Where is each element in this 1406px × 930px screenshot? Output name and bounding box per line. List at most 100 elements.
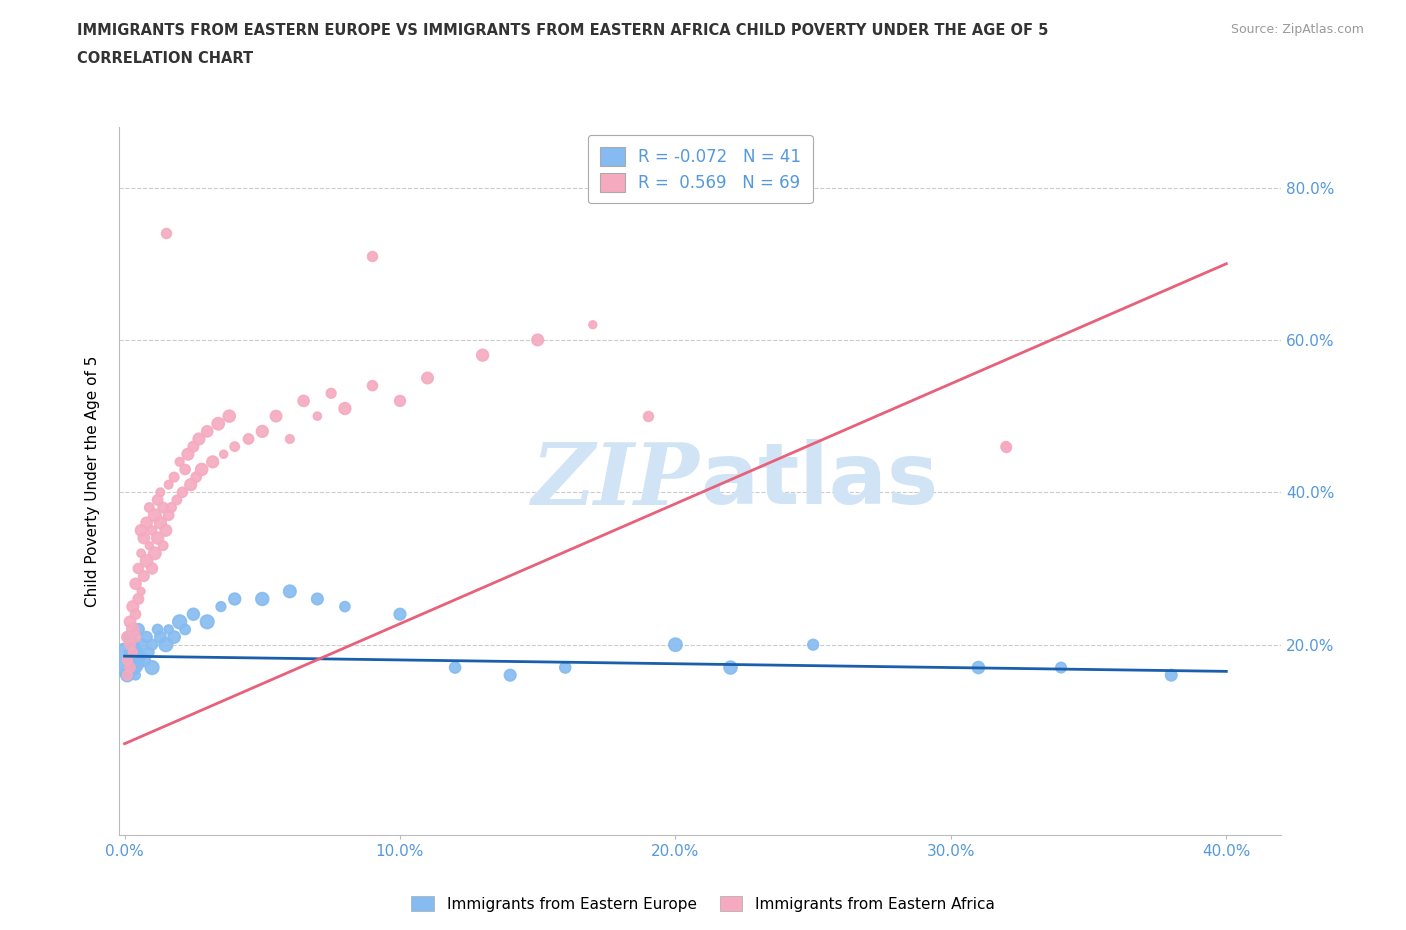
Point [218, 408, 240, 423]
Text: Source: ZipAtlas.com: Source: ZipAtlas.com [1230, 23, 1364, 36]
Text: ZIP: ZIP [533, 439, 700, 523]
Point [138, 538, 160, 553]
Point [169, 455, 191, 470]
Point [166, 493, 188, 508]
Point [720, 660, 742, 675]
Point [209, 599, 232, 614]
Point [292, 393, 315, 408]
Point [146, 493, 169, 508]
Point [141, 561, 163, 576]
Text: IMMIGRANTS FROM EASTERN EUROPE VS IMMIGRANTS FROM EASTERN AFRICA CHILD POVERTY U: IMMIGRANTS FROM EASTERN EUROPE VS IMMIGR… [77, 23, 1049, 38]
Point [252, 424, 274, 439]
Point [141, 637, 163, 652]
Point [117, 653, 139, 668]
Point [224, 439, 246, 454]
Point [138, 500, 160, 515]
Point [637, 408, 659, 423]
Point [121, 622, 143, 637]
Point [180, 477, 202, 492]
Point [183, 606, 205, 621]
Point [333, 401, 356, 416]
Point [801, 637, 824, 652]
Point [121, 637, 143, 652]
Point [120, 644, 142, 659]
Point [664, 637, 686, 652]
Point [124, 668, 146, 683]
Text: CORRELATION CHART: CORRELATION CHART [77, 51, 253, 66]
Point [169, 615, 191, 630]
Point [127, 591, 149, 606]
Point [135, 515, 157, 530]
Point [190, 462, 212, 477]
Point [212, 446, 235, 461]
Point [127, 622, 149, 637]
Point [388, 393, 411, 408]
Legend: R = -0.072   N = 41, R =  0.569   N = 69: R = -0.072 N = 41, R = 0.569 N = 69 [588, 135, 813, 204]
Point [183, 439, 205, 454]
Point [132, 653, 155, 668]
Point [149, 485, 172, 499]
Point [526, 333, 548, 348]
Point [321, 386, 343, 401]
Point [195, 615, 218, 630]
Point [129, 523, 152, 538]
Point [152, 538, 174, 553]
Point [120, 660, 142, 675]
Point [141, 660, 163, 675]
Point [135, 630, 157, 644]
Point [238, 432, 260, 446]
Point [121, 644, 143, 659]
Y-axis label: Child Poverty Under the Age of 5: Child Poverty Under the Age of 5 [86, 355, 100, 606]
Point [172, 485, 194, 499]
Point [127, 644, 149, 659]
Point [201, 455, 224, 470]
Point [152, 500, 174, 515]
Point [582, 317, 605, 332]
Point [132, 531, 155, 546]
Point [160, 500, 183, 515]
Text: atlas: atlas [700, 439, 938, 523]
Point [120, 615, 142, 630]
Point [554, 660, 576, 675]
Point [124, 606, 146, 621]
Point [307, 408, 329, 423]
Point [121, 660, 143, 675]
Point [129, 637, 152, 652]
Point [967, 660, 990, 675]
Point [195, 424, 218, 439]
Point [117, 668, 139, 683]
Point [994, 439, 1017, 454]
Point [333, 599, 356, 614]
Point [174, 622, 197, 637]
Point [416, 370, 439, 385]
Point [1050, 660, 1073, 675]
Point [157, 477, 180, 492]
Point [146, 622, 169, 637]
Point [138, 644, 160, 659]
Point [149, 630, 172, 644]
Point [157, 508, 180, 523]
Point [117, 630, 139, 644]
Point [155, 226, 177, 241]
Point [207, 417, 229, 432]
Point [135, 553, 157, 568]
Point [1160, 668, 1182, 683]
Point [307, 591, 329, 606]
Point [143, 546, 166, 561]
Point [177, 446, 200, 461]
Point [388, 606, 411, 621]
Point [361, 379, 384, 393]
Point [124, 630, 146, 644]
Point [157, 622, 180, 637]
Point [141, 523, 163, 538]
Point [994, 439, 1017, 454]
Point [124, 653, 146, 668]
Point [149, 515, 172, 530]
Point [132, 568, 155, 583]
Point [155, 637, 177, 652]
Point [264, 408, 287, 423]
Legend: Immigrants from Eastern Europe, Immigrants from Eastern Africa: Immigrants from Eastern Europe, Immigran… [405, 889, 1001, 918]
Point [163, 630, 186, 644]
Point [471, 348, 494, 363]
Point [174, 462, 197, 477]
